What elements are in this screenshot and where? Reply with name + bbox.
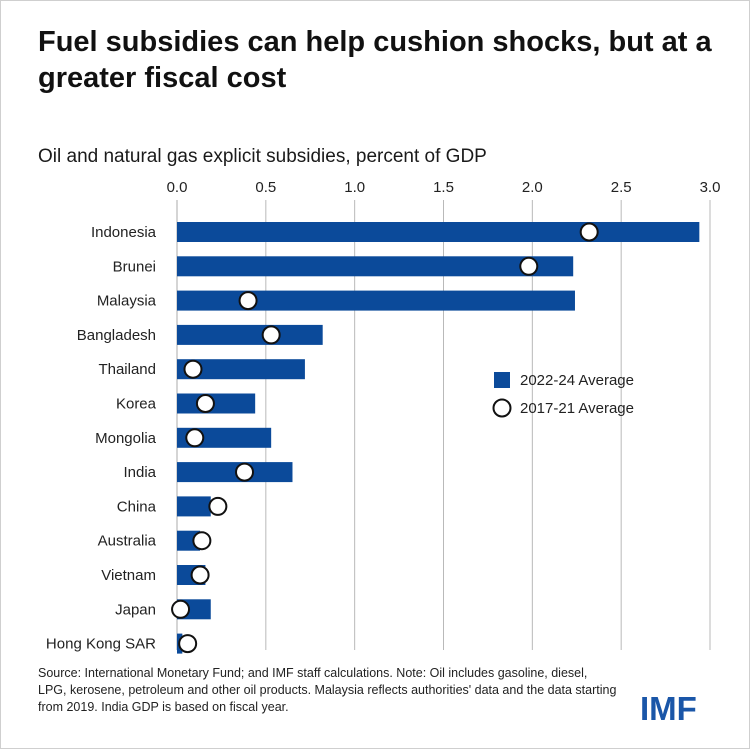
- category-label: Indonesia: [91, 224, 157, 241]
- chart-title: Fuel subsidies can help cushion shocks, …: [38, 26, 712, 94]
- category-label: China: [117, 498, 157, 515]
- marker-2017-21: [190, 565, 210, 585]
- marker-2017-21: [235, 462, 255, 482]
- category-label: Hong Kong SAR: [46, 636, 156, 653]
- x-tick-label: 0.0: [167, 179, 188, 196]
- bar-2022-24: [177, 324, 323, 345]
- bar-2022-24: [177, 290, 575, 311]
- marker-2017-21: [238, 291, 258, 311]
- bar-2022-24: [177, 496, 211, 517]
- category-label: India: [123, 464, 156, 481]
- marker-2017-21: [178, 634, 198, 654]
- marker-2017-21: [261, 325, 281, 345]
- marker-2017-21: [185, 428, 205, 448]
- source-note: Source: International Monetary Fund; and…: [38, 666, 617, 714]
- category-label: Malaysia: [97, 293, 157, 310]
- category-label: Korea: [116, 396, 157, 413]
- chart-subtitle: Oil and natural gas explicit subsidies, …: [38, 146, 487, 167]
- legend-swatch-bar: [494, 372, 510, 388]
- category-label: Japan: [115, 601, 156, 618]
- x-tick-label: 2.5: [611, 179, 632, 196]
- bar-2022-24: [177, 359, 305, 380]
- legend-label-bar: 2022-24 Average: [520, 372, 634, 389]
- marker-2017-21: [195, 394, 215, 413]
- category-label: Bangladesh: [77, 327, 156, 344]
- bar-2022-24: [177, 222, 700, 242]
- x-tick-label: 1.5: [433, 179, 454, 196]
- marker-2017-21: [579, 222, 599, 242]
- marker-2017-21: [183, 359, 203, 379]
- bar-chart: 0.0 0.5 1.0 1.5 2.0 2.5 3.0 Indonesia Brunei Mala…: [46, 179, 721, 654]
- bar-2022-24: [177, 462, 293, 483]
- x-tick-label: 2.0: [522, 179, 543, 196]
- bar-2022-24: [177, 256, 574, 277]
- category-label: Australia: [98, 533, 157, 550]
- legend-swatch-marker: [492, 398, 512, 418]
- category-label: Brunei: [113, 258, 156, 275]
- imf-logo: IMF: [640, 690, 697, 727]
- category-label: Mongolia: [95, 430, 157, 447]
- x-tick-label: 3.0: [700, 179, 721, 196]
- marker-2017-21: [192, 531, 212, 551]
- category-label: Thailand: [98, 361, 156, 378]
- bar-2022-24: [177, 393, 256, 414]
- marker-2017-21: [208, 496, 228, 516]
- marker-2017-21: [519, 256, 539, 276]
- x-tick-label: 1.0: [344, 179, 365, 196]
- category-label: Vietnam: [101, 567, 156, 584]
- marker-2017-21: [171, 599, 191, 619]
- legend-label-marker: 2017-21 Average: [520, 400, 634, 417]
- x-tick-label: 0.5: [255, 179, 276, 196]
